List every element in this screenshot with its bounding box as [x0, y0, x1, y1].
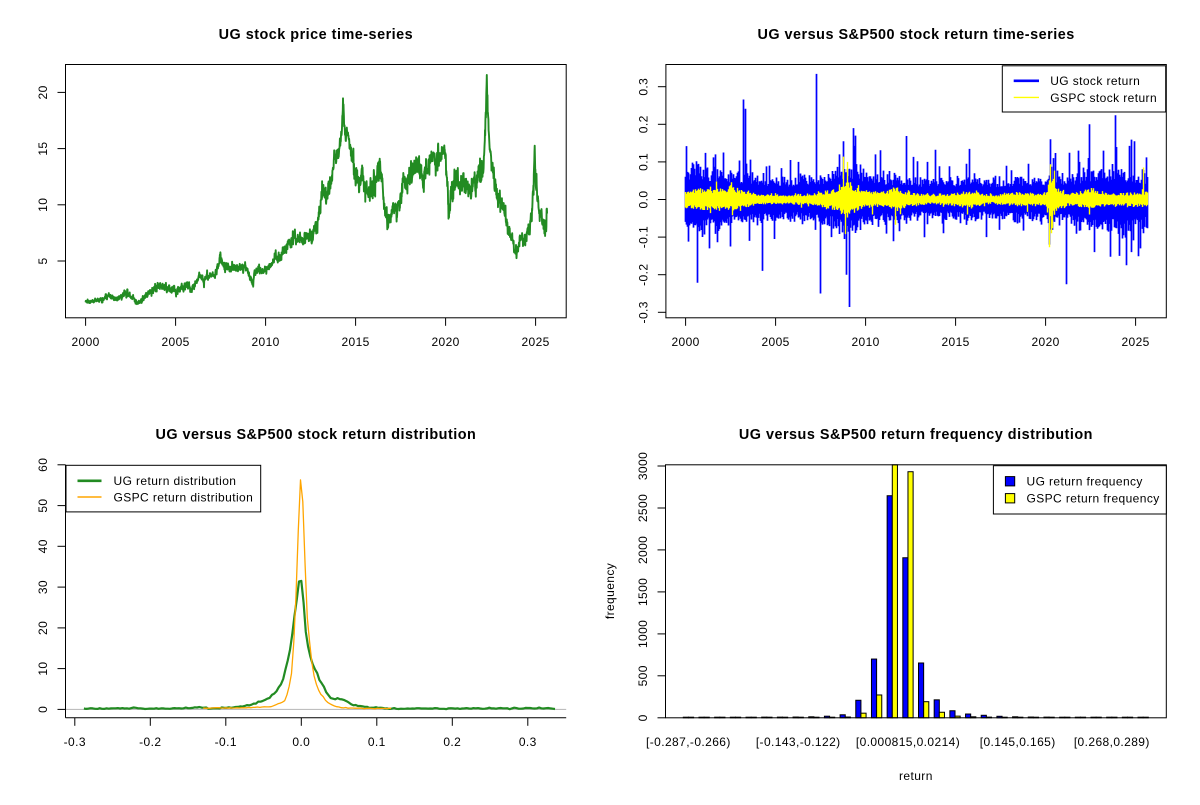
svg-text:-0.1: -0.1 — [636, 226, 650, 248]
svg-text:0: 0 — [36, 706, 50, 713]
svg-text:-0.2: -0.2 — [139, 735, 161, 749]
svg-text:[0.000815,0.0214): [0.000815,0.0214) — [856, 735, 960, 749]
svg-text:0.3: 0.3 — [519, 735, 537, 749]
svg-text:GSPC return distribution: GSPC return distribution — [114, 490, 254, 504]
svg-text:2010: 2010 — [851, 335, 879, 349]
svg-text:UG return frequency: UG return frequency — [1027, 474, 1143, 488]
svg-text:0.2: 0.2 — [636, 115, 650, 133]
svg-text:UG stock price time-series: UG stock price time-series — [219, 27, 414, 43]
svg-text:-0.1: -0.1 — [215, 735, 237, 749]
svg-text:20: 20 — [36, 621, 50, 635]
svg-text:UG stock return: UG stock return — [1050, 74, 1140, 88]
svg-text:UG versus S&P500 return freque: UG versus S&P500 return frequency distri… — [739, 427, 1093, 443]
svg-text:5: 5 — [36, 257, 50, 264]
svg-text:30: 30 — [36, 580, 50, 594]
svg-text:[0.268,0.289): [0.268,0.289) — [1074, 735, 1150, 749]
svg-text:0.0: 0.0 — [636, 191, 650, 209]
svg-text:2020: 2020 — [431, 335, 459, 349]
svg-text:[0.145,0.165): [0.145,0.165) — [980, 735, 1056, 749]
svg-text:50: 50 — [36, 499, 50, 513]
svg-text:0.3: 0.3 — [636, 78, 650, 96]
svg-text:-0.2: -0.2 — [636, 264, 650, 286]
svg-text:GSPC return frequency: GSPC return frequency — [1027, 491, 1160, 505]
svg-text:1000: 1000 — [636, 620, 650, 648]
svg-text:500: 500 — [636, 665, 650, 686]
svg-text:GSPC stock return: GSPC stock return — [1050, 91, 1157, 105]
svg-text:UG versus S&P500 stock return: UG versus S&P500 stock return time-serie… — [757, 27, 1074, 43]
svg-text:UG return distribution: UG return distribution — [114, 474, 237, 488]
svg-text:2000: 2000 — [636, 536, 650, 564]
svg-text:2015: 2015 — [941, 335, 969, 349]
svg-text:1500: 1500 — [636, 578, 650, 606]
svg-text:2025: 2025 — [1121, 335, 1149, 349]
svg-text:[-0.287,-0.266): [-0.287,-0.266) — [646, 735, 731, 749]
svg-text:2025: 2025 — [521, 335, 549, 349]
svg-text:3000: 3000 — [636, 452, 650, 480]
svg-text:60: 60 — [36, 458, 50, 472]
svg-text:15: 15 — [36, 142, 50, 156]
svg-text:20: 20 — [36, 85, 50, 99]
svg-text:40: 40 — [36, 539, 50, 553]
svg-text:2005: 2005 — [161, 335, 189, 349]
svg-text:2000: 2000 — [671, 335, 699, 349]
svg-text:-0.3: -0.3 — [64, 735, 86, 749]
svg-text:10: 10 — [36, 662, 50, 676]
svg-text:0.2: 0.2 — [443, 735, 461, 749]
svg-text:-0.3: -0.3 — [636, 301, 650, 323]
svg-text:0.0: 0.0 — [292, 735, 310, 749]
svg-text:2020: 2020 — [1031, 335, 1059, 349]
svg-text:0.1: 0.1 — [368, 735, 386, 749]
svg-text:2500: 2500 — [636, 494, 650, 522]
svg-text:return: return — [899, 769, 933, 783]
svg-text:2000: 2000 — [71, 335, 99, 349]
svg-text:10: 10 — [36, 198, 50, 212]
svg-text:2005: 2005 — [761, 335, 789, 349]
svg-text:2015: 2015 — [341, 335, 369, 349]
svg-text:UG versus S&P500 stock return: UG versus S&P500 stock return distributi… — [155, 427, 476, 443]
svg-text:frequency: frequency — [603, 563, 617, 619]
svg-text:0: 0 — [636, 714, 650, 721]
svg-text:0.1: 0.1 — [636, 153, 650, 171]
svg-text:2010: 2010 — [251, 335, 279, 349]
svg-text:[-0.143,-0.122): [-0.143,-0.122) — [756, 735, 841, 749]
